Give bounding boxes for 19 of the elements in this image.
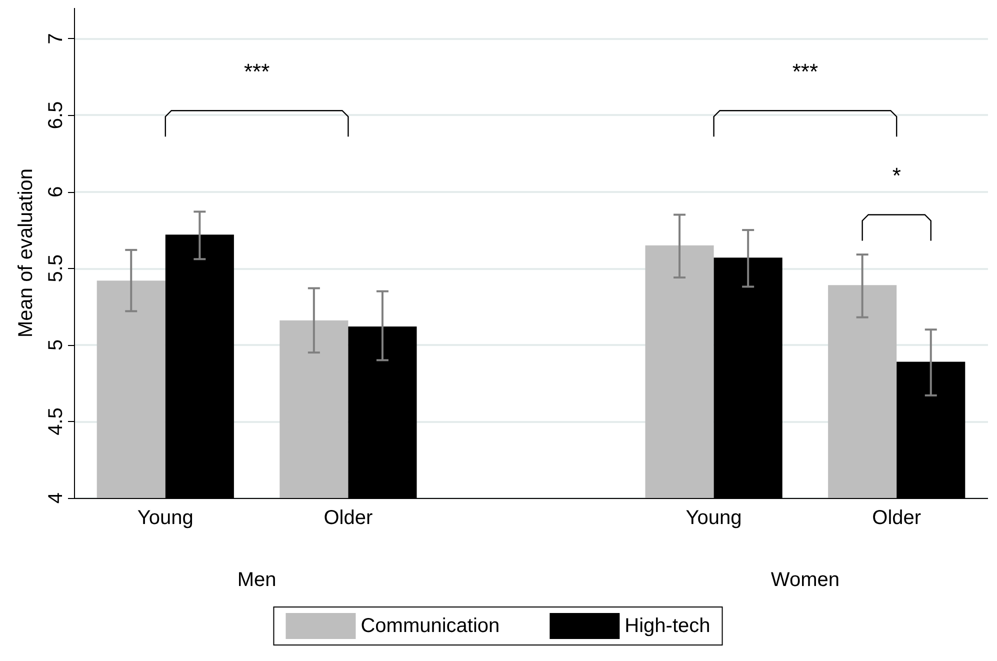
y-tick-label: 5.5: [45, 254, 67, 282]
y-tick-label: 7: [45, 33, 67, 44]
text: Men: [237, 569, 276, 591]
y-tick-label: 6: [45, 186, 67, 198]
y-tick-label: 4: [45, 492, 67, 504]
y-tick-label: 6.5: [45, 101, 67, 130]
y-tick-label: 4.5: [45, 408, 67, 436]
x-tick-label: Young: [137, 507, 194, 529]
x-tick-label: Young: [686, 507, 742, 529]
legend-label: Communication: [360, 615, 500, 637]
annotation: ***: [244, 59, 270, 84]
x-tick-label: Older: [872, 507, 922, 529]
annotation: ***: [792, 59, 818, 84]
x-tick-label: Older: [324, 507, 373, 529]
y-axis-title: Mean of evaluation: [15, 168, 37, 338]
y-tick-label: 5: [45, 339, 67, 350]
annotation: *: [892, 163, 902, 188]
legend-label: High-tech: [624, 615, 710, 637]
text: Women: [770, 569, 840, 591]
